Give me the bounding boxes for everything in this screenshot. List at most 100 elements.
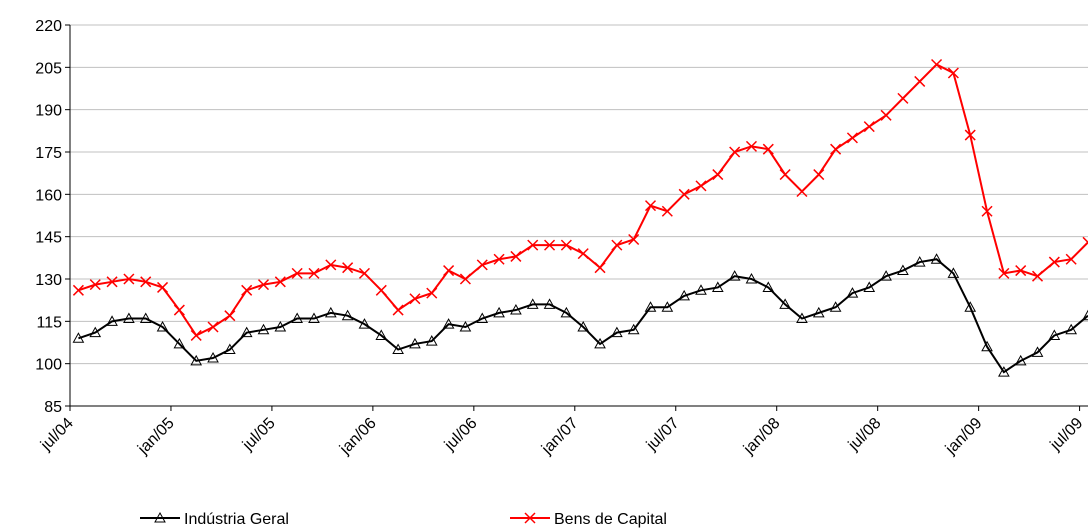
point [594,337,606,349]
point [291,267,303,279]
point [325,259,337,271]
point [762,281,775,292]
point [880,109,892,121]
point [964,301,977,312]
legend-marker [154,511,166,523]
point [897,264,909,276]
series-line [78,258,1088,374]
point [240,326,253,338]
point [796,185,808,198]
y-tick-label: 115 [36,314,62,331]
x-tick-label: jan/09 [942,415,986,459]
point [291,312,304,324]
point [779,169,791,181]
point [661,301,674,312]
point [207,321,219,333]
point [863,121,875,133]
point [1014,354,1027,366]
point [628,233,640,246]
legend-label: Indústria Geral [184,511,289,528]
point [493,253,505,265]
point [89,326,102,338]
point [123,273,135,285]
point [644,200,657,212]
point [89,279,101,291]
y-tick-label: 145 [35,230,62,247]
point [745,140,758,152]
point [1048,256,1060,268]
point [123,312,135,324]
x-tick-label: jan/06 [336,415,380,459]
point [863,281,876,292]
point [341,309,354,321]
x-tick-label: jul/07 [643,415,683,455]
point [1082,236,1088,248]
point [627,323,640,335]
point [998,267,1010,279]
point [829,301,842,312]
point [611,326,623,338]
point [139,312,152,324]
y-tick-label: 190 [35,103,62,120]
point [812,306,825,318]
point [981,205,993,217]
point [1065,253,1077,265]
point [728,270,741,281]
point [476,312,489,324]
point [947,67,959,79]
point [964,129,976,141]
point [998,366,1010,377]
point [914,75,926,87]
point [1015,265,1027,277]
point [274,276,286,288]
point [190,329,202,341]
point [560,239,572,251]
y-tick-label: 130 [35,272,62,289]
point [930,253,943,264]
point [425,335,438,346]
point [173,337,186,349]
point [392,304,404,316]
point [947,267,960,278]
x-tick-label: jul/08 [845,415,885,455]
point [358,267,370,279]
point [409,293,421,305]
point [661,205,673,217]
point [796,312,808,324]
point [173,304,185,316]
point [241,284,253,296]
point [459,320,472,332]
point [560,306,573,318]
x-tick-label: jan/07 [538,415,582,459]
point [543,298,556,309]
point [140,276,152,288]
y-tick-label: 100 [35,357,62,374]
point [644,301,657,312]
y-tick-label: 175 [35,145,62,162]
point [544,239,556,251]
legend-marker [524,512,536,524]
point [1048,329,1061,340]
y-tick-label: 205 [35,60,62,77]
point [711,281,724,292]
point [375,329,388,340]
point [224,310,236,322]
point [695,180,707,192]
point [695,284,707,295]
point [594,262,606,274]
point [72,284,84,296]
point [324,306,337,318]
point [375,284,387,296]
point [1082,309,1088,321]
point [981,340,993,352]
point [762,143,774,155]
point [678,188,690,200]
x-tick-label: jul/04 [37,415,77,455]
point [358,318,371,329]
point [913,256,926,267]
point [72,332,85,343]
point [880,270,892,281]
point [678,289,691,301]
x-tick-label: jul/06 [441,415,481,455]
point [745,272,758,284]
